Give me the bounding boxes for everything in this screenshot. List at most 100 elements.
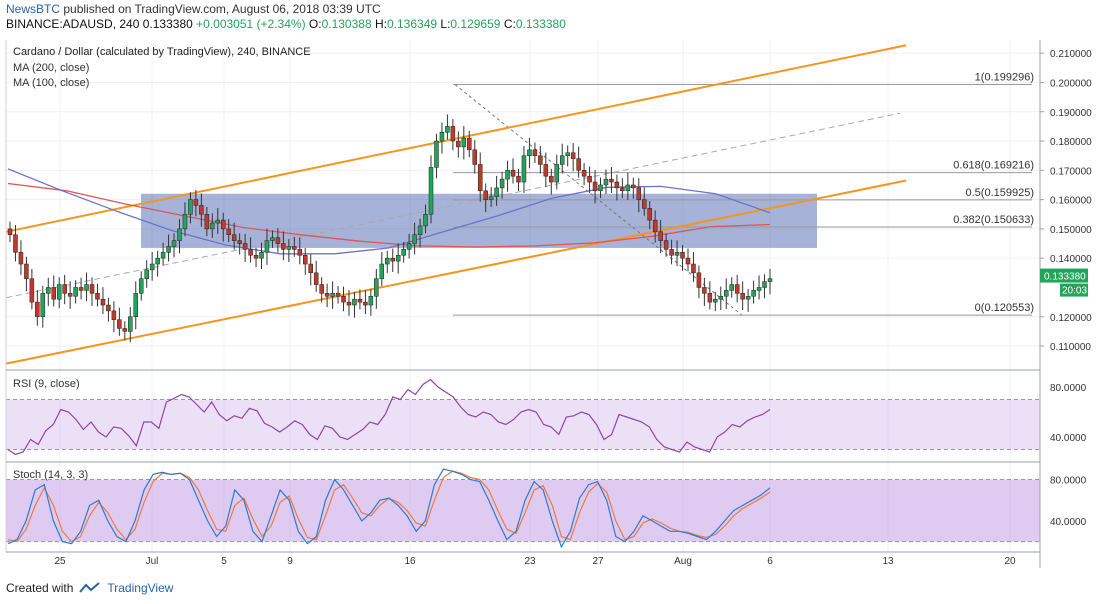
candle-body	[379, 263, 385, 279]
candle-body	[565, 152, 570, 156]
candle-body	[313, 272, 319, 285]
candle-body	[598, 184, 603, 192]
candle-body	[527, 149, 532, 156]
candle-body	[106, 304, 111, 312]
candle-body	[264, 240, 270, 253]
candle-body	[439, 132, 445, 142]
time-tick-label: 6	[767, 556, 773, 567]
candle-body	[461, 137, 467, 148]
time-tick-label: 5	[221, 556, 227, 567]
candle-body	[297, 249, 303, 256]
candle-body	[434, 140, 439, 168]
candle-body	[128, 316, 133, 332]
candle-body	[477, 164, 483, 192]
candle-body	[663, 240, 669, 250]
rsi-panel	[6, 378, 1040, 456]
price-tick-label: 0.170000	[1050, 166, 1092, 177]
candle-body	[319, 284, 324, 294]
moving-averages	[7, 168, 771, 255]
candle-body	[182, 214, 188, 230]
price-tick-label: 0.110000	[1050, 342, 1091, 353]
candle-body	[210, 222, 215, 230]
candle-body	[620, 187, 625, 192]
candle-body	[133, 293, 139, 318]
open-label: O:	[308, 17, 322, 31]
candle-body	[423, 214, 428, 227]
candle-body	[111, 310, 117, 320]
candle-body	[308, 263, 313, 274]
symbol-ohlc-line: BINANCE:ADAUSD, 240 0.133380 +0.003051 (…	[6, 17, 566, 31]
candle-body	[51, 287, 56, 300]
candle-body	[554, 164, 560, 183]
candle-body	[292, 246, 297, 250]
candle-body	[78, 287, 84, 291]
candle-body	[658, 231, 663, 241]
candle-body	[374, 278, 379, 297]
tradingview-link[interactable]: TradingView	[107, 581, 174, 595]
candle-body	[456, 140, 461, 148]
low-label: L:	[440, 17, 451, 31]
candle-body	[35, 301, 40, 318]
ascending-channel	[5, 44, 907, 365]
time-tick-label: 27	[592, 556, 604, 567]
candle-body	[696, 272, 702, 288]
channel-upper-line	[5, 44, 907, 233]
candle-body	[767, 278, 773, 282]
price-tag	[1040, 268, 1088, 283]
candle-body	[734, 284, 740, 294]
candle-body	[669, 249, 674, 256]
time-tick-label: 20	[1004, 556, 1016, 567]
candle-body	[636, 187, 642, 200]
candle-body	[603, 178, 609, 186]
low-value: 0.129659	[450, 17, 501, 31]
time-tick-label: 16	[404, 556, 416, 567]
candle-body	[428, 167, 434, 215]
candle-body	[281, 243, 286, 250]
stoch-band	[6, 479, 1040, 542]
fib-level-label: 0.618(0.169216)	[953, 160, 1034, 172]
candle-body	[199, 205, 204, 215]
publisher-name[interactable]: NewsBTC	[6, 2, 61, 16]
candle-body	[406, 243, 412, 250]
countdown-tag	[1060, 283, 1088, 297]
candle-body	[680, 252, 685, 259]
candle-body	[609, 178, 614, 183]
ma200-line	[7, 182, 771, 248]
stoch-panel	[6, 468, 1040, 549]
candle-body	[538, 155, 543, 165]
candle-body	[718, 296, 724, 300]
candle-body	[242, 243, 248, 250]
candle-body	[149, 263, 155, 271]
stoch-legend: Stoch (14, 3, 3)	[13, 469, 89, 481]
candle-body	[62, 284, 67, 294]
ma100-legend: MA (100, close)	[13, 77, 90, 89]
candle-body	[18, 252, 24, 265]
rsi-legend: RSI (9, close)	[13, 378, 80, 390]
time-tick-label: Jul	[146, 556, 159, 567]
candle-body	[647, 208, 652, 221]
channel-lower-line	[5, 179, 907, 365]
ma200-legend: MA (200, close)	[13, 62, 90, 74]
candle-body	[95, 293, 100, 300]
rsi-tick-label: 80.0000	[1050, 383, 1087, 394]
candle-body	[576, 158, 581, 171]
candle-body	[751, 290, 756, 297]
candle-body	[450, 126, 456, 142]
stoch-k-line	[7, 468, 771, 549]
candle-body	[762, 281, 767, 288]
close-label: C:	[503, 17, 516, 31]
candle-body	[592, 181, 598, 192]
price-tick-label: 0.150000	[1050, 225, 1092, 236]
candle-body	[330, 293, 335, 297]
candle-body	[740, 293, 745, 300]
rsi-line	[7, 378, 771, 456]
price-tick-label: 0.140000	[1050, 254, 1092, 265]
price-tick-label: 0.160000	[1050, 196, 1092, 207]
candle-body	[67, 293, 73, 297]
candle-body	[674, 252, 680, 256]
candle-body	[270, 237, 275, 241]
time-tick-label: 13	[882, 556, 894, 567]
countdown-value: 20:03	[1062, 286, 1087, 297]
candle-body	[215, 219, 221, 224]
